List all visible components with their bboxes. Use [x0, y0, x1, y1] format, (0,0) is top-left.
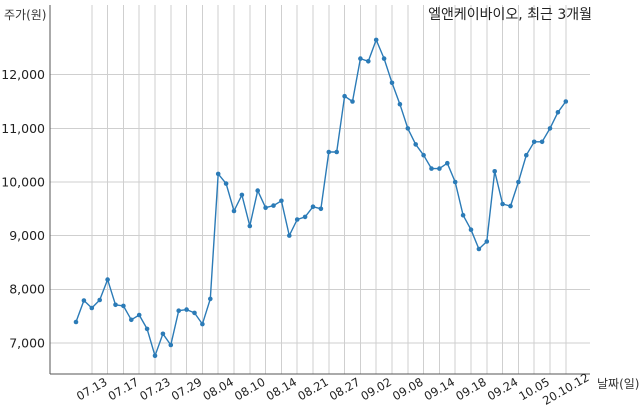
grid-layer: [50, 5, 590, 374]
data-point: [492, 169, 498, 174]
data-point: [89, 305, 95, 311]
data-point: [302, 214, 308, 220]
data-point: [184, 307, 189, 312]
data-point: [342, 93, 347, 99]
x-tick-label: 07.17: [106, 375, 142, 404]
data-point: [294, 217, 300, 222]
data-point: [192, 310, 197, 316]
data-point: [460, 212, 466, 218]
data-point: [231, 208, 237, 214]
data-point: [263, 205, 268, 210]
data-point: [334, 149, 340, 155]
data-point: [255, 188, 260, 193]
x-axis-label: 날짜(일): [597, 377, 639, 391]
data-point: [381, 56, 387, 61]
data-point: [531, 139, 537, 145]
data-point: [476, 246, 482, 252]
data-point: [421, 152, 426, 158]
data-point: [500, 201, 505, 207]
y-tick-label: 7,000: [9, 335, 45, 350]
data-point: [271, 203, 276, 208]
x-tick-label: 09.18: [453, 375, 489, 404]
y-tick-label: 10,000: [1, 174, 45, 189]
data-point: [516, 179, 521, 185]
x-tick-label: 08.14: [264, 375, 300, 404]
data-point: [445, 160, 450, 166]
data-point: [563, 99, 569, 104]
x-tick-label: 08.10: [232, 375, 268, 404]
x-tick-label: 08.04: [200, 375, 236, 404]
data-point: [97, 297, 102, 303]
x-tick-label: 07.13: [74, 375, 110, 404]
x-tick-label: 08.21: [295, 375, 331, 404]
data-point: [508, 203, 513, 209]
data-point: [223, 181, 229, 186]
x-tick-label: 09.14: [422, 375, 458, 404]
y-tick-label: 9,000: [9, 228, 45, 243]
data-point: [555, 110, 561, 115]
x-tick-label: 08.27: [327, 375, 363, 404]
data-point: [350, 99, 355, 104]
data-point: [247, 223, 253, 229]
y-axis-label: 주가(원): [4, 8, 46, 22]
y-tick-label: 12,000: [1, 67, 45, 82]
data-point: [539, 139, 545, 145]
data-point: [468, 227, 474, 232]
data-point: [318, 206, 324, 212]
data-point: [310, 204, 316, 209]
x-tick-label: 09.02: [358, 375, 394, 404]
x-tick-label: 09.08: [390, 375, 426, 404]
data-point: [389, 80, 395, 86]
data-point: [429, 166, 434, 171]
data-point: [129, 317, 134, 323]
data-point: [366, 59, 371, 64]
x-tick-label: 07.23: [137, 375, 173, 404]
data-point: [215, 171, 221, 177]
data-point: [136, 312, 142, 318]
data-point: [176, 308, 181, 314]
y-tick-label: 8,000: [9, 282, 45, 297]
x-tick-label: 09.24: [485, 375, 521, 404]
data-point: [437, 166, 442, 171]
data-point: [121, 303, 126, 309]
data-point: [405, 126, 411, 131]
series-layer: [73, 37, 569, 359]
data-point: [373, 37, 379, 43]
data-point: [152, 353, 158, 359]
data-point: [279, 198, 284, 204]
x-tick-label: 07.29: [169, 375, 205, 404]
data-point: [144, 326, 150, 332]
data-point: [200, 321, 205, 327]
chart-title: 엘앤케이바이오, 최근 3개월: [428, 7, 592, 23]
data-point: [81, 298, 87, 303]
data-point: [105, 277, 110, 282]
data-point: [452, 179, 458, 185]
data-point: [484, 239, 490, 244]
data-point: [113, 302, 118, 308]
data-point: [287, 233, 292, 238]
axes-layer: [49, 5, 590, 375]
data-point: [73, 319, 79, 325]
data-point: [358, 56, 363, 61]
data-point: [239, 192, 245, 198]
data-point: [397, 101, 403, 107]
data-point: [160, 331, 166, 337]
y-tick-label: 11,000: [1, 121, 45, 136]
data-point: [413, 142, 419, 147]
series-line: [75, 39, 567, 357]
data-point: [326, 149, 332, 155]
data-point: [524, 152, 529, 158]
data-point: [547, 126, 553, 131]
data-point: [168, 342, 174, 348]
data-point: [208, 296, 213, 302]
